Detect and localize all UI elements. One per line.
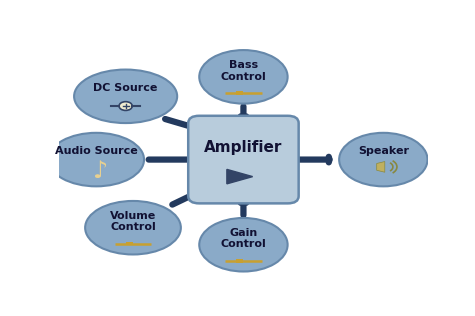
Bar bbox=[236, 91, 243, 94]
Bar bbox=[236, 258, 243, 263]
Circle shape bbox=[119, 102, 132, 110]
Ellipse shape bbox=[85, 201, 181, 254]
Text: Speaker: Speaker bbox=[358, 146, 409, 156]
Text: Gain
Control: Gain Control bbox=[220, 228, 266, 249]
Bar bbox=[125, 241, 133, 246]
Text: Amplifier: Amplifier bbox=[204, 140, 283, 155]
Ellipse shape bbox=[339, 133, 428, 186]
Text: ♪: ♪ bbox=[92, 159, 107, 183]
Polygon shape bbox=[227, 169, 253, 184]
Text: Audio Source: Audio Source bbox=[55, 146, 138, 156]
Ellipse shape bbox=[200, 50, 288, 104]
Polygon shape bbox=[377, 161, 385, 172]
Text: DC Source: DC Source bbox=[94, 83, 158, 93]
Ellipse shape bbox=[74, 70, 177, 123]
Text: Bass
Control: Bass Control bbox=[220, 60, 266, 82]
Text: Volume
Control: Volume Control bbox=[110, 211, 156, 233]
FancyBboxPatch shape bbox=[188, 116, 299, 204]
Ellipse shape bbox=[200, 218, 288, 271]
Ellipse shape bbox=[48, 133, 144, 186]
